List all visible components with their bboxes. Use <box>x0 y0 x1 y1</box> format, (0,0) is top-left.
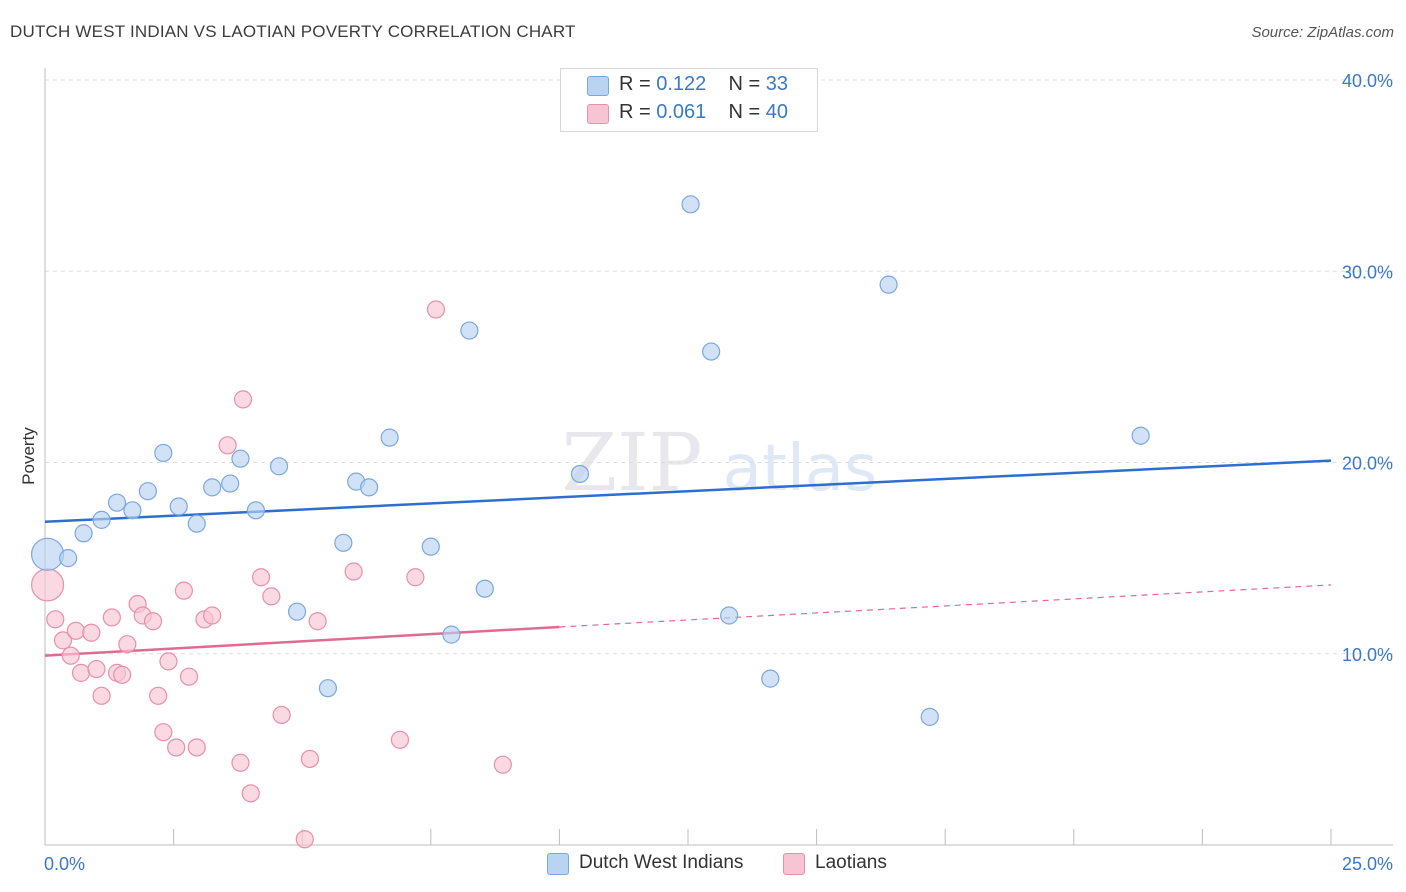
point-laotians <box>308 612 327 631</box>
point-laotians <box>30 568 65 602</box>
point-dutch-west-indians <box>59 549 78 568</box>
bottom-legend-label: Laotians <box>815 852 887 873</box>
legend-swatch-blue <box>587 76 609 96</box>
legend-r-value: 0.061 <box>656 101 707 123</box>
point-laotians <box>272 705 291 725</box>
point-laotians <box>231 753 250 772</box>
bottom-legend-label: Dutch West Indians <box>579 852 744 873</box>
point-dutch-west-indians <box>123 501 142 520</box>
point-laotians <box>66 621 85 640</box>
point-laotians <box>143 612 163 631</box>
point-laotians <box>159 652 178 671</box>
point-laotians <box>113 665 132 684</box>
point-laotians <box>179 667 199 686</box>
point-laotians <box>118 635 137 654</box>
point-laotians <box>167 738 186 757</box>
point-laotians <box>203 606 222 625</box>
legend-r-label: R = <box>619 73 651 95</box>
x-tick-label-max: 25.0% <box>1342 854 1393 874</box>
point-laotians <box>390 730 410 749</box>
point-laotians <box>71 663 91 682</box>
point-dutch-west-indians <box>359 478 379 497</box>
point-dutch-west-indians <box>203 478 222 497</box>
point-laotians <box>426 300 446 319</box>
point-laotians <box>154 723 173 742</box>
point-laotians <box>187 738 206 757</box>
point-dutch-west-indians <box>269 457 289 476</box>
legend-n-label: N = <box>728 101 761 123</box>
point-dutch-west-indians <box>380 428 399 447</box>
point-dutch-west-indians <box>287 602 307 621</box>
bottom-legend-swatch-pink <box>783 853 805 875</box>
point-laotians <box>300 749 320 769</box>
bottom-legend-swatch-blue <box>547 853 569 875</box>
point-laotians <box>233 390 253 409</box>
point-laotians <box>406 568 425 587</box>
legend-n-value: 33 <box>765 73 789 95</box>
point-dutch-west-indians <box>221 474 240 493</box>
point-laotians <box>61 646 80 665</box>
point-laotians <box>102 608 121 627</box>
trend-line-laotians-extension <box>559 584 1332 628</box>
y-tick-label: 40.0% <box>1342 71 1393 91</box>
point-dutch-west-indians <box>475 579 494 598</box>
point-laotians <box>295 830 314 849</box>
point-dutch-west-indians <box>879 275 898 294</box>
y-tick-label: 10.0% <box>1342 645 1393 665</box>
point-laotians <box>493 755 512 774</box>
legend-r-value: 0.122 <box>656 73 707 95</box>
stats-legend: R = 0.122 N = 33 R = 0.061 N = 40 <box>560 68 818 132</box>
point-dutch-west-indians <box>570 464 590 484</box>
y-tick-label: 20.0% <box>1342 454 1393 474</box>
point-laotians <box>92 686 111 705</box>
point-dutch-west-indians <box>30 537 65 571</box>
point-dutch-west-indians <box>442 625 461 644</box>
point-dutch-west-indians <box>169 497 188 516</box>
point-laotians <box>149 686 168 705</box>
point-laotians <box>251 568 271 587</box>
y-axis-label: Poverty <box>19 427 38 485</box>
point-dutch-west-indians <box>421 537 440 556</box>
point-laotians <box>46 610 65 629</box>
point-dutch-west-indians <box>107 493 127 512</box>
point-laotians <box>262 587 281 606</box>
point-laotians <box>53 631 73 650</box>
point-dutch-west-indians <box>318 679 338 698</box>
point-laotians <box>218 436 237 455</box>
point-dutch-west-indians <box>138 482 157 501</box>
point-dutch-west-indians <box>231 449 250 468</box>
point-dutch-west-indians <box>74 524 93 543</box>
x-tick-label-min: 0.0% <box>44 854 85 874</box>
point-dutch-west-indians <box>920 707 939 726</box>
point-dutch-west-indians <box>92 510 111 529</box>
legend-r-label: R = <box>619 101 651 123</box>
point-dutch-west-indians <box>720 606 739 625</box>
legend-swatch-pink <box>587 104 609 124</box>
source-credit: Source: ZipAtlas.com <box>1251 24 1394 41</box>
point-laotians <box>241 784 260 803</box>
watermark-atlas: atlas <box>723 432 878 506</box>
point-dutch-west-indians <box>460 321 479 340</box>
point-dutch-west-indians <box>187 514 206 533</box>
chart-title: DUTCH WEST INDIAN VS LAOTIAN POVERTY COR… <box>10 22 576 41</box>
point-laotians <box>87 659 106 679</box>
point-dutch-west-indians <box>1131 426 1150 445</box>
y-tick-label: 30.0% <box>1342 262 1393 282</box>
point-laotians <box>344 562 363 581</box>
point-dutch-west-indians <box>761 669 780 688</box>
legend-n-value: 40 <box>765 101 789 123</box>
point-laotians <box>82 623 101 642</box>
point-laotians <box>174 581 193 600</box>
point-dutch-west-indians <box>246 501 266 520</box>
point-dutch-west-indians <box>681 195 700 214</box>
point-dutch-west-indians <box>702 342 721 361</box>
point-dutch-west-indians <box>154 443 173 463</box>
point-dutch-west-indians <box>334 533 353 552</box>
legend-n-label: N = <box>728 73 761 95</box>
